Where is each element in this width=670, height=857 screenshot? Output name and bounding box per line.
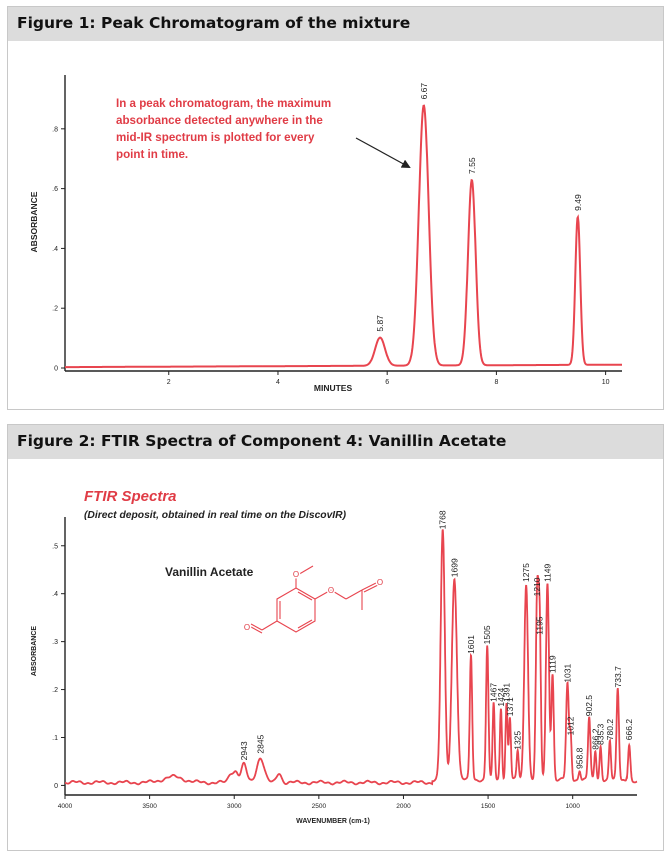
- figure2-title: Figure 2: FTIR Spectra of Component 4: V…: [17, 432, 507, 450]
- y-axis-title: ABSORBANCE: [31, 626, 38, 677]
- peak-label: 9.49: [573, 194, 583, 211]
- x-tick-label: 8: [494, 379, 498, 386]
- band-label: 2845: [255, 734, 265, 753]
- band-label: 1505: [482, 625, 492, 644]
- x-tick-label: 6: [385, 379, 389, 386]
- structure-atom-labels: O O O O: [242, 569, 384, 634]
- x-tick-label: 2: [167, 379, 171, 386]
- band-labels: 2943 2845 1768 1699 1601 1505 1467142413911371…: [239, 510, 634, 769]
- figure2-header: Figure 2: FTIR Spectra of Component 4: V…: [8, 425, 663, 459]
- svg-text:O: O: [244, 623, 250, 632]
- band-label: 1391: [502, 683, 512, 702]
- ftir-spectrum-chart: 4000 3500 3000 2500 2000 1500 10000.1.2.3.4.5 …: [31, 488, 638, 825]
- y-tick-label: .4: [52, 591, 58, 598]
- y-tick-label: .5: [52, 543, 58, 550]
- peak-chromatogram-chart: 2 4 6 8 10 0 .2 .4 .6 .8 MINUTES ABSORBANCE 5.87 6…: [29, 75, 622, 393]
- chromatogram-line: [65, 104, 622, 369]
- band-label: 1424: [496, 687, 506, 706]
- x-tick-label: 4: [276, 379, 280, 386]
- band-label: 1119: [548, 655, 558, 673]
- y-axis-title: ABSORBANCE: [29, 191, 39, 252]
- band-label: 2943: [239, 741, 249, 760]
- x-tick-label: 10: [602, 379, 610, 386]
- x-tick-label: 4000: [58, 803, 73, 810]
- y-tick-label: .8: [52, 126, 58, 133]
- spectrum-subtitle: (Direct deposit, obtained in real time o…: [84, 510, 347, 521]
- band-label: 780.2: [605, 719, 615, 741]
- band-label: 958.8: [575, 747, 585, 769]
- x-tick-label: 1500: [481, 803, 496, 810]
- y-tick-label: 0: [54, 366, 58, 373]
- vanillin-acetate-structure-icon: [250, 565, 379, 634]
- band-label: 1768: [438, 510, 448, 529]
- x-tick-label: 3000: [227, 803, 242, 810]
- peak-label: 5.87: [375, 315, 385, 332]
- peak-labels: 5.87 6.67 7.55 9.49: [375, 83, 583, 332]
- x-tick-label: 1000: [565, 803, 580, 810]
- x-tick-label: 2000: [396, 803, 411, 810]
- compound-label: Vanillin Acetate: [165, 565, 254, 579]
- peak-label: 6.67: [419, 83, 429, 100]
- annotation-line-1: In a peak chromatogram, the maximum: [116, 97, 331, 110]
- x-tick-label: 3500: [142, 803, 157, 810]
- y-tick-label: .4: [52, 246, 58, 253]
- band-label: 902.5: [584, 695, 594, 717]
- figure1-header: Figure 1: Peak Chromatogram of the mixtu…: [8, 7, 663, 41]
- figure1-panel: Figure 1: Peak Chromatogram of the mixtu…: [7, 6, 664, 410]
- ftir-spectrum-line: [64, 529, 638, 786]
- annotation-arrow: [355, 137, 411, 168]
- annotation-line-4: point in time.: [116, 148, 188, 161]
- annotation-line-3: mid-IR spectrum is plotted for every: [116, 131, 315, 144]
- figure1-title: Figure 1: Peak Chromatogram of the mixtu…: [17, 14, 411, 32]
- axis-ticks: 2 4 6 8 10 0 .2 .4 .6 .8: [52, 126, 609, 386]
- svg-text:O: O: [293, 570, 299, 579]
- x-axis-title: WAVENUMBER (cm-1): [296, 818, 370, 825]
- band-label: 866.2: [590, 728, 600, 750]
- x-tick-label: 2500: [312, 803, 327, 810]
- band-label: 1210: [532, 577, 542, 596]
- band-label: 1699: [449, 558, 459, 577]
- y-tick-label: .2: [52, 306, 58, 313]
- band-label: 1325: [513, 731, 523, 750]
- svg-text:O: O: [328, 586, 334, 595]
- band-label: 733.7: [613, 666, 623, 688]
- y-tick-label: .1: [52, 735, 58, 742]
- annotation-line-2: absorbance detected anywhere in the: [116, 114, 323, 127]
- band-label: 1467: [489, 683, 499, 702]
- y-tick-label: 0: [54, 783, 58, 790]
- band-label: 1031: [562, 663, 572, 682]
- band-label: 1275: [521, 563, 531, 582]
- svg-text:O: O: [377, 578, 383, 587]
- y-tick-label: .6: [52, 186, 58, 193]
- figure2-panel: Figure 2: FTIR Spectra of Component 4: V…: [7, 424, 664, 851]
- band-label: 666.2: [624, 719, 634, 741]
- y-tick-label: .2: [52, 687, 58, 694]
- spectrum-title: FTIR Spectra: [84, 488, 177, 505]
- peak-label: 7.55: [467, 157, 477, 174]
- band-label: 1149: [542, 563, 552, 582]
- x-axis-title: MINUTES: [314, 383, 353, 393]
- band-label: 1195: [535, 616, 545, 635]
- band-label: 835.3: [596, 723, 606, 745]
- axis-ticks: 4000 3500 3000 2500 2000 1500 1000 0 .1 .2 .3 .4 .5: [52, 543, 580, 810]
- band-label: 1012: [566, 716, 576, 735]
- annotation-text: In a peak chromatogram, the maximum abso…: [116, 97, 331, 161]
- band-label: 1601: [466, 635, 476, 654]
- y-tick-label: .3: [52, 639, 58, 646]
- band-label: 1371: [505, 697, 515, 716]
